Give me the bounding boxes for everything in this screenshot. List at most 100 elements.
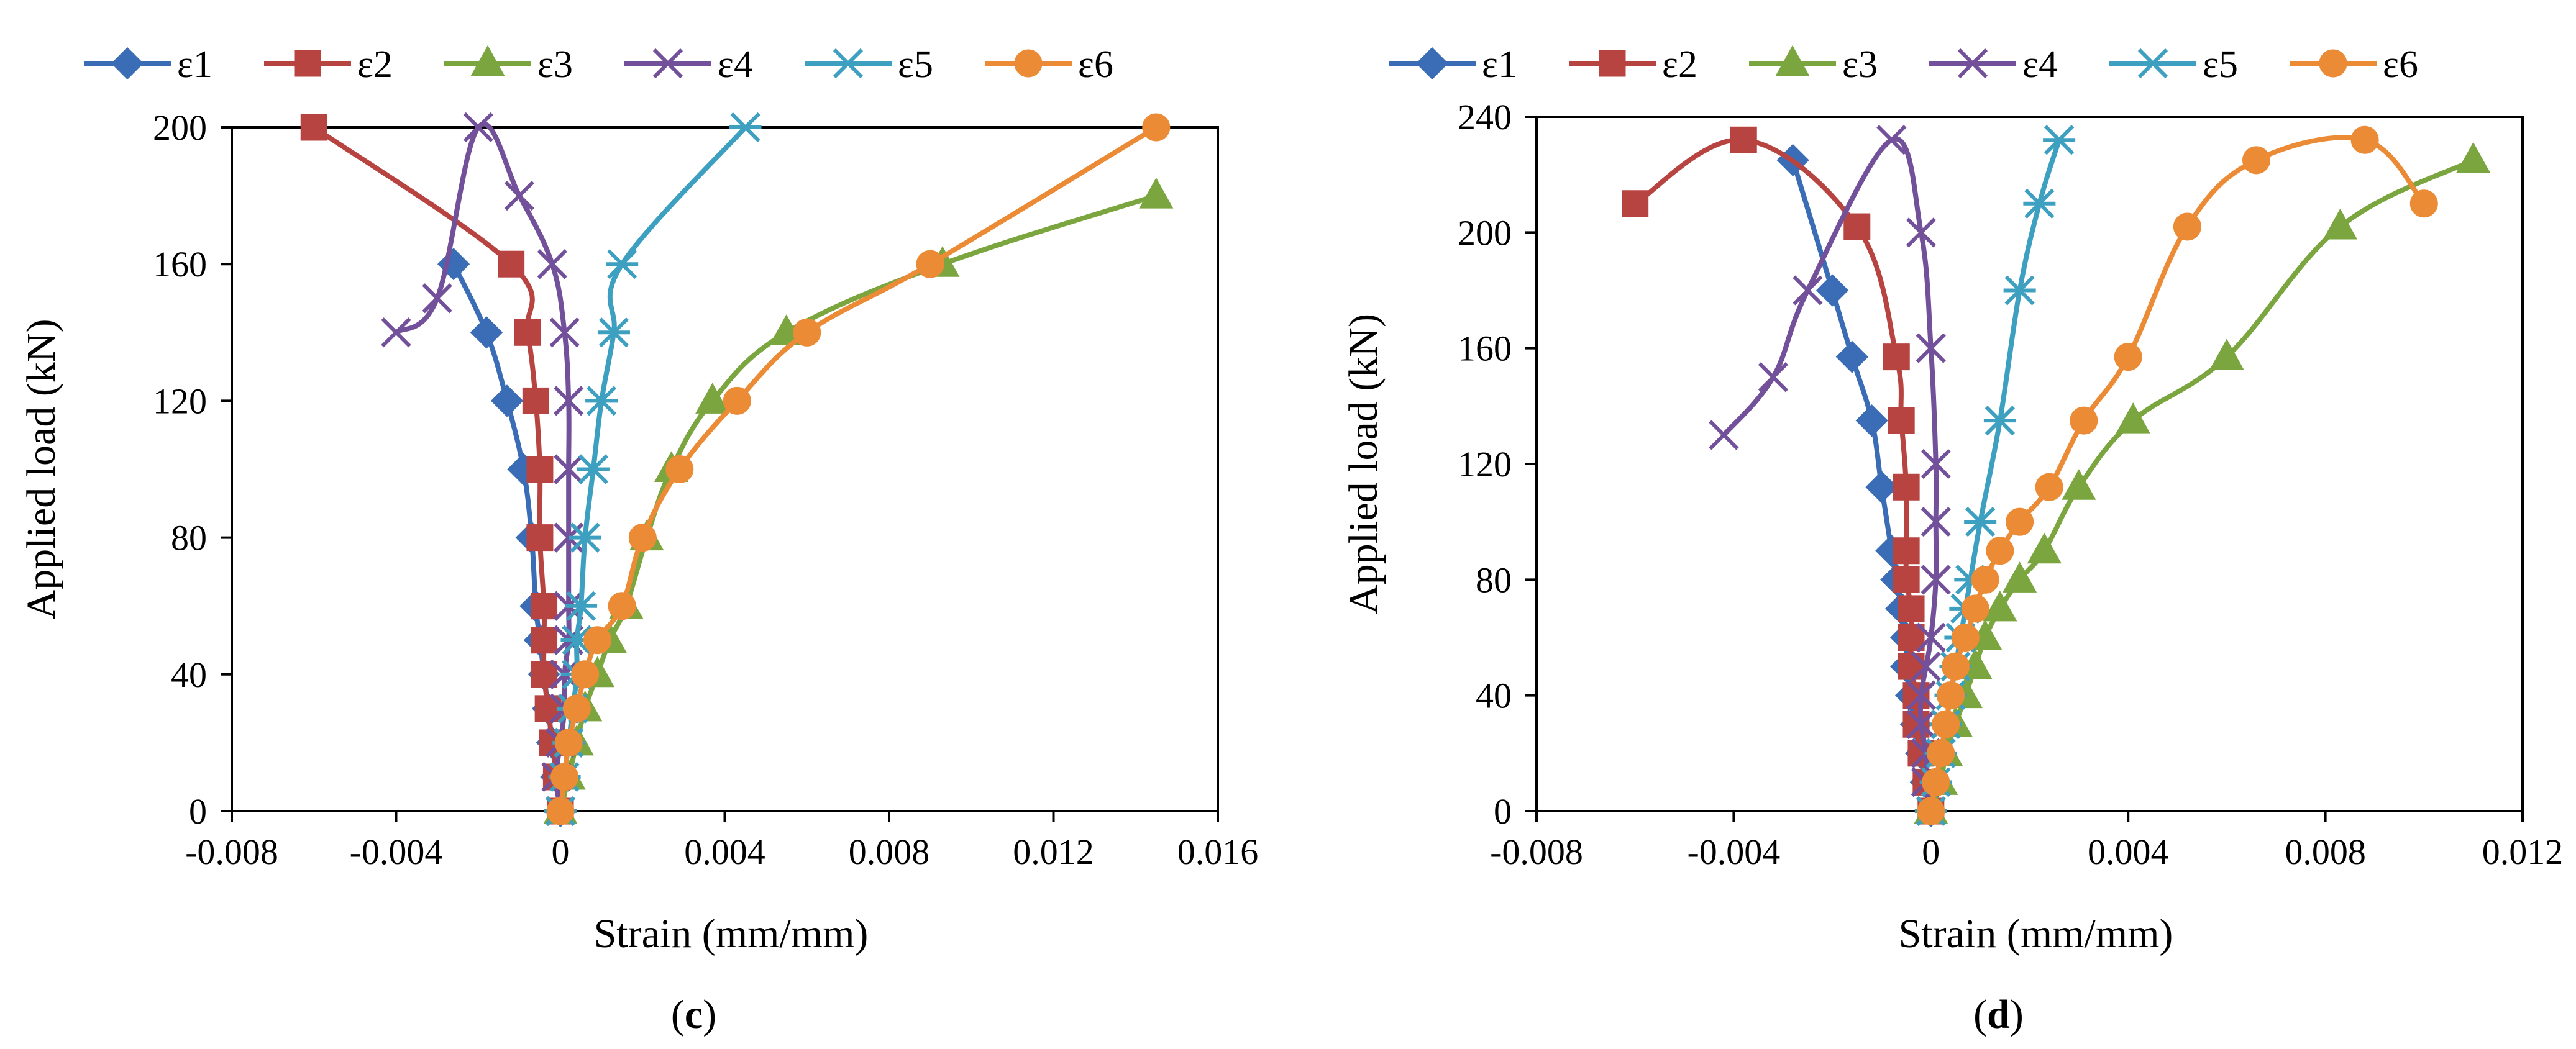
data-point [1865, 471, 1898, 504]
data-point [554, 729, 583, 757]
legend-item: ε3 [1749, 43, 1878, 86]
data-point [2043, 125, 2076, 155]
y-tick-label: 120 [153, 381, 207, 421]
data-point [1983, 590, 2017, 622]
legend-item: ε3 [444, 43, 573, 86]
y-axis-title: Applied load (kN) [1341, 314, 1386, 614]
data-point [531, 661, 558, 688]
legend-label: ε2 [357, 43, 393, 86]
x-tick-label: 0.016 [1177, 832, 1259, 872]
legend: ε1 ε2 ε3 ε4 ε5 ε6 [1389, 43, 2418, 86]
series-line [1928, 157, 2476, 814]
x-tick-label: 0.008 [849, 832, 930, 872]
data-point [1922, 768, 1950, 796]
y-tick-label: 0 [1494, 791, 1512, 832]
data-point [549, 317, 580, 348]
legend-label: ε5 [2203, 43, 2238, 86]
data-point [1916, 622, 1946, 653]
x-tick-label: -0.008 [1490, 832, 1583, 872]
legend-item: ε1 [84, 43, 212, 86]
data-point [554, 386, 584, 416]
data-point [2323, 208, 2357, 240]
data-point [606, 249, 639, 279]
x-tick-label: 0.012 [2482, 832, 2564, 872]
data-point [463, 112, 493, 143]
y-axis-title: Applied load (kN) [19, 319, 64, 620]
legend-marker [294, 50, 321, 77]
data-point [1937, 681, 1965, 710]
data-point [793, 318, 821, 347]
data-point [1921, 565, 1951, 595]
data-point [2173, 212, 2201, 241]
chart-panel-2: -0.008 -0.004 0 0.004 0.008 0.012 0 40 80 120 160 2… [1341, 43, 2563, 1037]
data-point [2350, 125, 2379, 154]
x-axis-title: Strain (mm/mm) [1899, 911, 2173, 956]
y-tick-label: 160 [153, 244, 207, 284]
data-point [2409, 189, 2438, 218]
data-point [522, 387, 549, 414]
x-tick-label: 0.004 [2088, 832, 2169, 872]
legend-marker [1014, 49, 1043, 78]
data-point [1951, 624, 1980, 652]
data-point [723, 386, 751, 415]
data-point [1927, 739, 1955, 768]
data-point [565, 591, 598, 621]
x-tick-label: 0.008 [2285, 832, 2366, 872]
data-point [381, 317, 411, 348]
x-axis-title: Strain (mm/mm) [594, 911, 869, 956]
series-line [558, 193, 1159, 814]
legend-marker [2319, 49, 2347, 78]
legend-label: ε5 [898, 43, 933, 86]
data-point [2027, 532, 2062, 564]
chart-panel-1: -0.008 -0.004 0 0.004 0.008 0.012 0.016 0 40 80 12… [19, 43, 1258, 1037]
legend-marker [1775, 45, 1810, 76]
data-point [550, 763, 579, 791]
data-point [916, 250, 944, 278]
data-point [300, 114, 327, 141]
data-point [1730, 126, 1757, 153]
series-line [1632, 137, 1934, 814]
data-point [1816, 274, 1849, 307]
y-tick-label: 80 [1476, 560, 1512, 600]
plot-frame [1535, 116, 2524, 812]
data-point [1855, 404, 1888, 437]
data-point [526, 524, 554, 552]
legend-label: ε6 [2383, 43, 2418, 86]
data-point [1906, 709, 1937, 740]
data-point [665, 455, 694, 483]
data-point [1917, 797, 1945, 825]
legend-item: ε5 [2109, 43, 2238, 86]
y-tick-label: 120 [1458, 444, 1512, 484]
legend-item: ε5 [805, 43, 933, 86]
data-point [498, 250, 525, 278]
legend-label: ε3 [537, 43, 573, 86]
panel-caption: (c) [671, 992, 716, 1037]
y-tick-label: 200 [1458, 212, 1512, 253]
legend-marker [1957, 48, 1988, 79]
data-point [2006, 507, 2034, 536]
legend-marker [1599, 50, 1626, 77]
data-point [1139, 178, 1174, 209]
data-point [1906, 680, 1937, 711]
data-point [1622, 190, 1649, 217]
data-point [1758, 362, 1789, 393]
data-point [1921, 507, 1951, 537]
data-point [1911, 651, 1941, 682]
x-tick-label: -0.004 [350, 832, 443, 872]
legend-marker [652, 48, 683, 79]
data-point [2003, 561, 2037, 593]
legend-item: ε2 [264, 43, 393, 86]
data-point [1888, 407, 1915, 434]
data-point [2023, 188, 2056, 219]
data-point [514, 319, 541, 346]
y-tick-label: 200 [153, 107, 207, 148]
y-tick-label: 160 [1458, 329, 1512, 369]
series-6 [546, 113, 1171, 825]
series-6 [1917, 125, 2438, 825]
data-point [1961, 594, 1989, 623]
data-point [1941, 652, 1970, 681]
legend-label: ε4 [718, 43, 753, 86]
legend: ε1 ε2 ε3 ε4 ε5 ε6 [84, 43, 1113, 86]
legend-marker [111, 47, 144, 80]
